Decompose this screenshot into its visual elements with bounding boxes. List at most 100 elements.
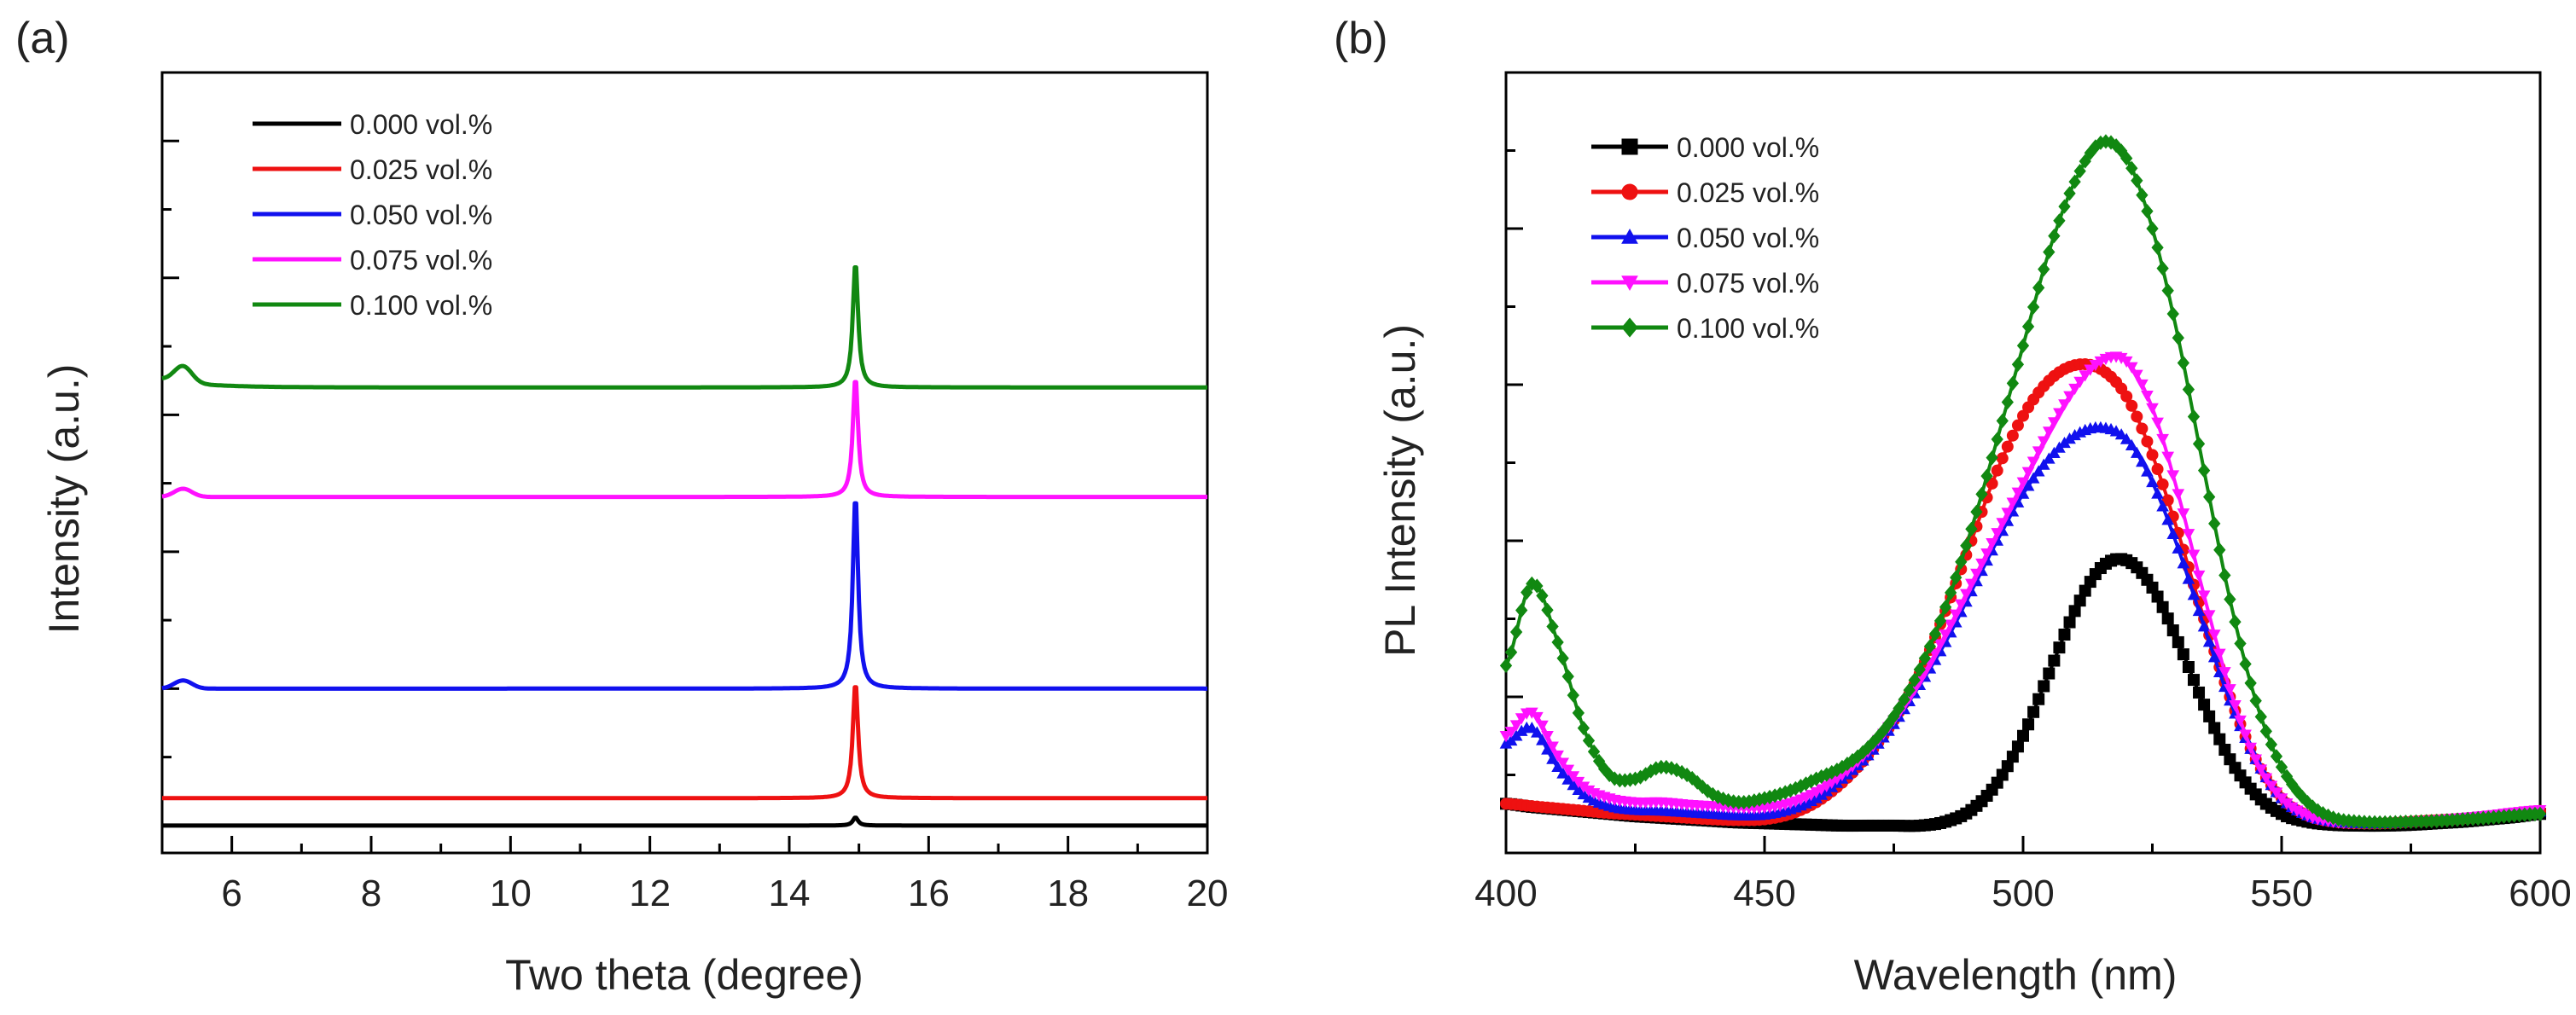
series-marker <box>1887 709 1900 724</box>
series-marker <box>2032 446 2045 458</box>
series-marker <box>1567 687 1579 703</box>
series-marker <box>2021 467 2035 478</box>
series-marker <box>2218 667 2231 679</box>
series-marker <box>2048 417 2061 429</box>
series-marker <box>2177 557 2190 569</box>
x-tick-label: 16 <box>908 873 950 914</box>
series-marker <box>1541 743 1554 755</box>
series-marker <box>2037 436 2050 448</box>
series-marker <box>1923 639 1937 654</box>
series-marker <box>1933 613 1947 629</box>
series-marker <box>2037 458 2050 470</box>
series-marker <box>2161 612 2174 625</box>
series-marker <box>1893 700 1905 716</box>
series-marker <box>1551 760 1564 773</box>
series-marker <box>2270 749 2283 764</box>
series-marker <box>2192 604 2206 617</box>
series-marker <box>2254 764 2268 776</box>
series-marker <box>2048 229 2061 244</box>
series-marker <box>2197 590 2211 602</box>
series-marker <box>1541 731 1554 743</box>
panel-b-axis-ticks: 400 450 500 550 600 <box>1474 71 2572 914</box>
series-marker <box>2193 686 2206 699</box>
series-marker <box>1509 624 1523 640</box>
series-marker <box>2011 740 2024 753</box>
series-marker <box>2151 487 2164 499</box>
series-marker <box>2296 789 2309 804</box>
series-marker <box>2063 391 2076 403</box>
series-marker <box>1955 554 1968 570</box>
series-marker <box>1928 626 1942 641</box>
legend-label: 0.000 vol.% <box>1677 132 1819 163</box>
series-marker <box>2068 174 2081 189</box>
series-marker <box>2120 432 2133 444</box>
series-marker <box>2130 446 2143 458</box>
series-marker <box>2131 410 2143 423</box>
series-marker <box>2213 648 2226 660</box>
series-marker <box>1546 752 1559 764</box>
panel-a-legend: 0.000 vol.% 0.025 vol.% 0.050 vol.% 0.075 v… <box>253 109 492 321</box>
series-marker <box>2136 455 2149 467</box>
series-marker <box>1577 721 1590 736</box>
series-marker <box>2114 428 2128 440</box>
series-marker <box>2043 667 2056 680</box>
series-marker <box>2079 154 2091 169</box>
series-marker <box>2280 768 2294 784</box>
series-marker <box>2234 635 2247 652</box>
series-marker <box>2038 262 2050 277</box>
legend-label: 0.025 vol.% <box>1677 177 1819 208</box>
series-marker <box>1546 741 1559 753</box>
x-tick-label: 600 <box>2509 873 2571 914</box>
series-marker <box>2198 699 2211 711</box>
series-marker <box>1515 602 1528 618</box>
series-marker <box>2042 426 2056 438</box>
series-marker <box>2021 479 2035 491</box>
series-marker <box>1903 682 1916 698</box>
series-marker <box>2073 164 2086 179</box>
series-marker <box>2125 399 2138 412</box>
series-marker <box>1536 588 1549 603</box>
x-tick-label: 550 <box>2250 873 2312 914</box>
series-marker <box>2208 722 2221 734</box>
series-marker <box>2084 364 2097 376</box>
x-tick-label: 20 <box>1187 873 1229 914</box>
series-marker <box>2177 355 2190 371</box>
series-marker <box>2197 463 2211 478</box>
series-marker <box>2254 709 2267 724</box>
series-marker <box>2026 472 2040 484</box>
series-marker <box>1908 672 1921 688</box>
series-marker <box>2141 390 2154 403</box>
series-marker <box>2017 729 2029 742</box>
series-marker <box>2068 605 2081 618</box>
series-marker <box>2156 478 2169 490</box>
series-marker <box>2187 589 2201 600</box>
series-marker <box>2006 497 2020 509</box>
series-marker <box>1986 538 1998 550</box>
series-marker <box>2259 723 2272 739</box>
series-marker <box>1939 600 1952 615</box>
panel-a-series-lines <box>161 265 1208 828</box>
series-marker <box>1621 317 1638 338</box>
series-marker <box>2197 620 2211 632</box>
series-marker <box>1504 645 1518 660</box>
series-marker <box>2125 438 2138 451</box>
series-marker <box>2224 592 2236 607</box>
series-marker <box>1954 599 1968 611</box>
series-marker <box>2011 487 2025 499</box>
series-marker <box>2053 408 2066 420</box>
series-marker <box>2249 754 2263 766</box>
series-marker <box>1556 767 1570 779</box>
series-marker <box>2017 409 2029 422</box>
series-line <box>161 685 1208 801</box>
legend-label: 0.025 vol.% <box>350 154 492 185</box>
series-marker <box>1898 692 1910 707</box>
series-marker <box>2265 780 2278 792</box>
series-marker <box>2166 527 2180 539</box>
series-marker <box>2016 338 2030 353</box>
panel-a-label: (a) <box>15 14 70 63</box>
series-marker <box>1603 767 1616 783</box>
series-marker <box>2151 240 2164 255</box>
series-marker <box>1996 413 2009 428</box>
series-marker <box>2063 186 2076 201</box>
